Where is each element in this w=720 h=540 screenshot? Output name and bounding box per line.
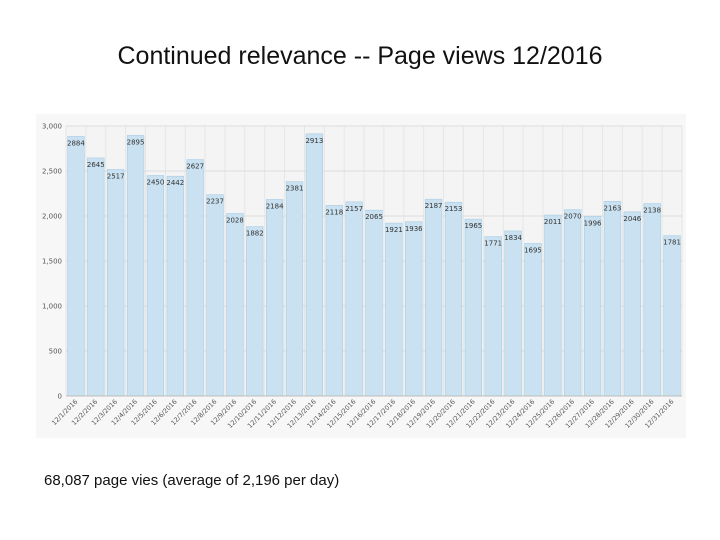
- bar: [564, 209, 582, 397]
- data-label: 2138: [643, 207, 661, 215]
- data-label: 2381: [286, 185, 304, 193]
- page-views-chart: 0 500 1,000 1,500 2,000 2,500 3,000 2884 12/1/20…: [36, 114, 686, 438]
- bar: [246, 226, 264, 397]
- bar: [285, 181, 304, 397]
- data-label: 2884: [67, 139, 85, 147]
- data-label: 1882: [246, 230, 264, 238]
- y-tick-label: 2,000: [42, 213, 62, 221]
- bar: [424, 198, 443, 397]
- bar: [484, 236, 502, 397]
- bar: [405, 221, 423, 397]
- data-label: 2070: [564, 213, 582, 221]
- bar: [365, 209, 383, 397]
- data-label: 1965: [464, 222, 482, 230]
- y-tick-label: 1,500: [42, 258, 62, 266]
- bar: [305, 133, 324, 397]
- summary-caption: 68,087 page vies (average of 2,196 per d…: [44, 472, 340, 489]
- data-label: 2450: [147, 179, 165, 187]
- y-tick-label: 0: [58, 393, 62, 401]
- bar: [583, 216, 602, 397]
- bar: [544, 214, 562, 397]
- bar: [345, 201, 363, 397]
- bar: [67, 136, 85, 397]
- data-label: 2184: [266, 202, 284, 210]
- bar: [385, 222, 403, 397]
- bar: [603, 201, 622, 397]
- bar: [107, 169, 125, 397]
- data-label: 2517: [107, 172, 125, 180]
- bar: [226, 213, 244, 397]
- data-label: 2065: [365, 213, 383, 221]
- y-tick-label: 500: [49, 348, 62, 356]
- bar: [186, 159, 204, 397]
- bar: [623, 211, 641, 397]
- data-label: 1834: [504, 234, 522, 242]
- bar: [146, 175, 165, 397]
- bar: [206, 194, 224, 397]
- bar: [126, 135, 145, 397]
- bar: [663, 235, 681, 397]
- bar: [524, 243, 542, 397]
- data-label: 2157: [345, 205, 363, 213]
- y-tick-label: 3,000: [42, 123, 62, 131]
- data-label: 2011: [544, 218, 562, 226]
- bar: [325, 205, 343, 397]
- bar: [166, 175, 184, 397]
- slide-title: Continued relevance -- Page views 12/201…: [117, 42, 603, 70]
- data-label: 2237: [206, 198, 224, 206]
- data-label: 2153: [445, 205, 463, 213]
- data-label: 1936: [405, 225, 423, 233]
- data-label: 2895: [127, 138, 145, 146]
- data-label: 1695: [524, 246, 542, 254]
- data-label: 2627: [186, 163, 204, 171]
- bar: [444, 201, 463, 397]
- data-label: 2163: [604, 204, 622, 212]
- bar: [265, 199, 284, 397]
- data-label: 2028: [226, 216, 244, 224]
- data-label: 2913: [305, 137, 323, 145]
- bar: [87, 157, 105, 397]
- data-label: 2118: [325, 208, 343, 216]
- data-label: 2645: [87, 161, 105, 169]
- bar-chart-svg: 05001,0001,5002,0002,5003,000288412/1/20…: [36, 114, 686, 438]
- data-label: 2442: [166, 179, 184, 187]
- data-label: 2187: [425, 202, 443, 210]
- data-label: 1771: [484, 240, 502, 248]
- bar: [643, 203, 661, 397]
- data-label: 1781: [663, 239, 681, 247]
- bar: [504, 230, 522, 397]
- data-label: 2046: [623, 215, 641, 223]
- data-label: 1921: [385, 226, 403, 234]
- y-tick-label: 1,000: [42, 303, 62, 311]
- data-label: 1996: [584, 219, 602, 227]
- bar: [464, 218, 483, 397]
- y-tick-label: 2,500: [42, 168, 62, 176]
